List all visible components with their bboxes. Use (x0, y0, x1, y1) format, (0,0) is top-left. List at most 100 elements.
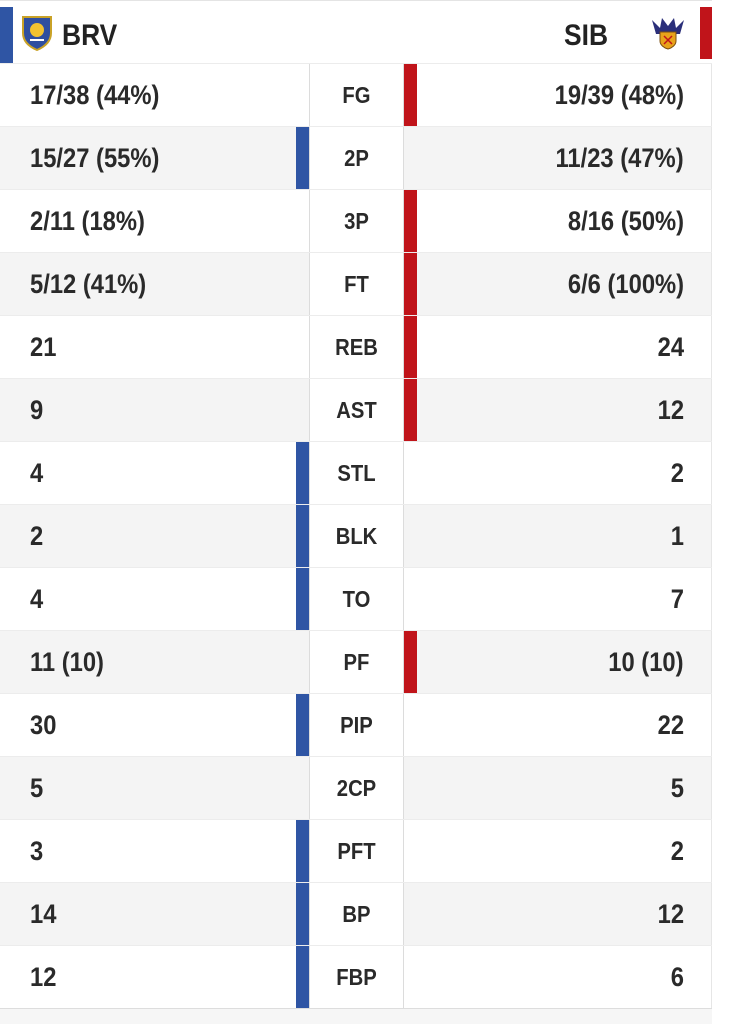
away-value-column (404, 757, 712, 819)
row-edge (711, 505, 712, 567)
away-leader-marker (404, 379, 417, 441)
home-stat-value: 21 (30, 331, 57, 362)
stat-row: 12 FBP 6 (0, 945, 712, 1008)
row-edge (711, 568, 712, 630)
row-edge (711, 253, 712, 315)
home-stat-value: 5 (30, 772, 44, 803)
stat-row: 4 TO 7 (0, 567, 712, 630)
away-value-column (404, 379, 712, 441)
row-edge (711, 757, 712, 819)
stat-name: 2P (344, 144, 369, 171)
home-stat-value: 9 (30, 394, 44, 425)
away-stat-value: 22 (657, 709, 684, 740)
row-edge (711, 190, 712, 252)
home-leader-marker (296, 694, 309, 756)
stat-label-column (309, 946, 404, 1008)
stat-name: REB (335, 333, 378, 360)
away-value-column (404, 883, 712, 945)
stat-label-column (309, 127, 404, 189)
home-stat-value: 4 (30, 457, 44, 488)
stat-name: TO (342, 585, 371, 612)
stat-row: 2 BLK 1 (0, 504, 712, 567)
away-value-column (404, 505, 712, 567)
row-edge (711, 631, 712, 693)
away-stat-value: 8/16 (50%) (567, 205, 684, 236)
row-edge (711, 883, 712, 945)
brv-crest-icon[interactable] (21, 15, 53, 51)
stat-row: 5/12 (41%) FT 6/6 (100%) (0, 252, 712, 315)
row-edge (711, 64, 712, 126)
stat-label-column (309, 883, 404, 945)
away-team-name[interactable]: SIB (563, 19, 608, 52)
home-stat-value: 14 (30, 898, 57, 929)
home-leader-marker (296, 442, 309, 504)
stat-name: PFT (337, 837, 376, 864)
home-leader-marker (296, 820, 309, 882)
away-leader-marker (404, 64, 417, 126)
stat-row: 5 2CP 5 (0, 756, 712, 819)
away-stat-value: 24 (657, 331, 684, 362)
home-leader-marker (296, 505, 309, 567)
home-stat-value: 17/38 (44%) (30, 79, 160, 110)
stat-label-column (309, 64, 404, 126)
home-leader-marker (296, 883, 309, 945)
stat-label-column (309, 190, 404, 252)
home-team-name[interactable]: BRV (62, 19, 118, 52)
away-value-column (404, 253, 712, 315)
away-stat-value: 10 (10) (608, 646, 684, 677)
stat-row: 3 PFT 2 (0, 819, 712, 882)
stat-name: FBP (336, 963, 377, 990)
stat-name: BLK (335, 522, 378, 549)
home-stat-value: 11 (10) (30, 646, 104, 677)
away-value-column (404, 127, 712, 189)
stat-row: 17/38 (44%) FG 19/39 (48%) (0, 63, 712, 126)
away-leader-marker (404, 631, 417, 693)
away-stat-value: 7 (670, 583, 684, 614)
stat-label-column (309, 694, 404, 756)
stat-name: STL (337, 459, 376, 486)
home-stat-value: 2 (30, 520, 44, 551)
home-stat-value: 5/12 (41%) (30, 268, 147, 299)
stat-row: 30 PIP 22 (0, 693, 712, 756)
row-edge (711, 379, 712, 441)
stat-label-column (309, 316, 404, 378)
away-stat-value: 1 (670, 520, 684, 551)
away-value-column (404, 568, 712, 630)
away-stat-value: 2 (670, 835, 684, 866)
stat-row: 21 REB 24 (0, 315, 712, 378)
stat-label-column (309, 631, 404, 693)
away-stat-value: 11/23 (47%) (555, 142, 684, 173)
home-leader-marker (296, 946, 309, 1008)
stat-name: 3P (344, 207, 369, 234)
stat-row: 9 AST 12 (0, 378, 712, 441)
home-leader-marker (296, 127, 309, 189)
away-stat-value: 12 (657, 394, 684, 425)
away-stat-value: 5 (670, 772, 684, 803)
row-edge (711, 316, 712, 378)
stat-label-column (309, 568, 404, 630)
stat-label-column (309, 442, 404, 504)
team-stats-table: 17/38 (44%) FG 19/39 (48%) 15/27 (55%) 2P 11/… (0, 63, 712, 1008)
row-edge (711, 127, 712, 189)
stat-name: 2CP (336, 774, 377, 801)
away-stat-value: 2 (670, 457, 684, 488)
home-leader-marker (296, 568, 309, 630)
home-stat-value: 30 (30, 709, 57, 740)
home-team-color-bar (0, 7, 13, 64)
stat-name: FG (342, 81, 371, 108)
stat-row: 4 STL 2 (0, 441, 712, 504)
away-value-column (404, 820, 712, 882)
stat-name: PIP (340, 711, 373, 738)
stat-label-column (309, 505, 404, 567)
sib-eagle-crest-icon[interactable] (651, 14, 685, 50)
row-edge (711, 694, 712, 756)
stat-label-column (309, 253, 404, 315)
home-stat-value: 3 (30, 835, 44, 866)
home-stat-value: 12 (30, 961, 57, 992)
away-value-column (404, 631, 712, 693)
away-leader-marker (404, 316, 417, 378)
row-edge (711, 442, 712, 504)
stat-row: 15/27 (55%) 2P 11/23 (47%) (0, 126, 712, 189)
team-header: BRV SIB (0, 0, 712, 64)
away-stat-value: 6 (670, 961, 684, 992)
